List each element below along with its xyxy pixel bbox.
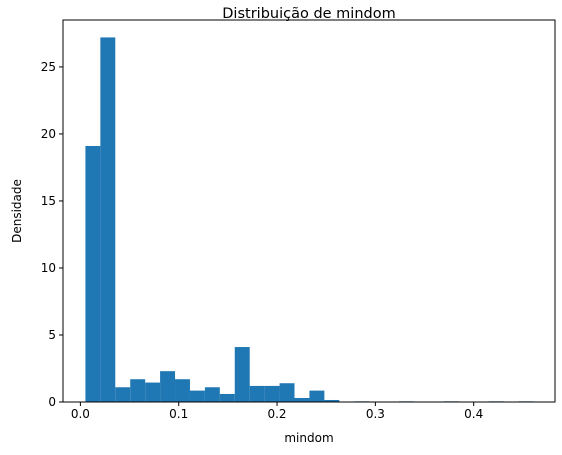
histogram-bar [130,379,146,402]
histogram-bar [204,387,220,402]
histogram-bar [85,145,101,402]
y-tick-label: 15 [41,194,56,208]
histogram-bar [324,399,340,402]
x-tick-label: 0.3 [366,407,385,421]
x-tick-label: 0.1 [169,407,188,421]
x-tick-label: 0.2 [267,407,286,421]
histogram-bar [279,383,295,402]
histogram-bar [249,385,265,402]
histogram-bar [294,397,310,402]
y-tick-label: 25 [41,60,56,74]
y-tick-label: 5 [48,328,56,342]
histogram-bar [175,379,190,402]
histogram-bar [189,390,205,402]
y-axis-label: Densidade [10,179,24,243]
histogram-bar [115,387,131,402]
y-tick-label: 20 [41,127,56,141]
histogram-bar [145,382,161,402]
histogram-bar [309,390,325,402]
x-axis-label: mindom [284,431,333,445]
histogram-bar [160,371,176,402]
histogram-bar [100,37,116,402]
chart-title: Distribuição de mindom [222,6,395,22]
y-tick-label: 10 [41,261,56,275]
histogram-bar [219,393,235,402]
x-tick-label: 0.4 [464,407,483,421]
y-axis: 0 5 10 15 20 25 [41,60,63,409]
x-tick-label: 0.0 [71,407,90,421]
plot-frame [62,19,556,403]
histogram-bar [234,347,250,402]
x-axis: 0.0 0.1 0.2 0.3 0.4 [71,402,483,421]
bars-group [85,37,534,402]
y-tick-label: 0 [48,395,56,409]
histogram-bar [264,385,280,402]
